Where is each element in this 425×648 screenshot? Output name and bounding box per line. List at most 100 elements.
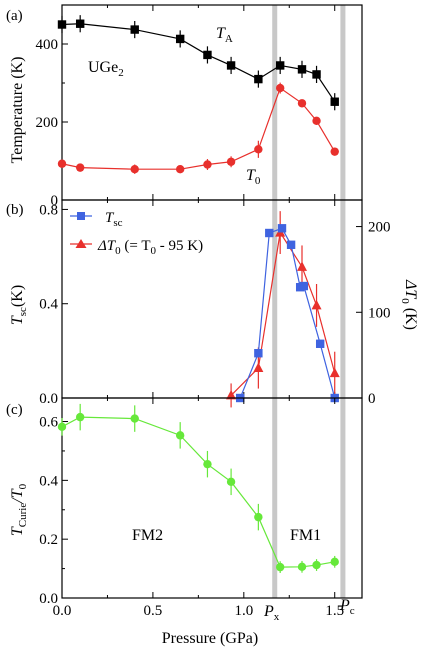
panel-b-label: (b) bbox=[6, 202, 24, 218]
px-symbol: P bbox=[263, 603, 274, 620]
y-tick-label: 0 bbox=[51, 193, 59, 209]
ta-series-point bbox=[226, 61, 236, 70]
pc-symbol: P bbox=[339, 597, 350, 614]
dt0-axis-symbol: ΔT bbox=[402, 279, 419, 299]
y-tick-label-right: 0 bbox=[368, 391, 376, 407]
legend-dt0-tail: - 95 K) bbox=[156, 238, 203, 254]
legend-tsc-label: Tsc bbox=[105, 210, 123, 229]
ta-subscript: A bbox=[225, 33, 233, 45]
panel-c-frame bbox=[61, 397, 363, 599]
y-tick-label: 0.4 bbox=[39, 473, 58, 489]
legend-dt0-subscript: 0 bbox=[115, 245, 121, 257]
tcurie-ratio-series-point bbox=[203, 459, 212, 469]
tcurie-ratio-series-point bbox=[226, 477, 236, 487]
ta-series-point bbox=[297, 65, 307, 74]
y-tick-label: 0.0 bbox=[39, 391, 58, 407]
panel-a-ticks: 0 200 400 bbox=[36, 5, 336, 209]
panel-c-ylabel: TCurie/T0 bbox=[9, 483, 29, 536]
y-tick-label: 0.0 bbox=[39, 591, 58, 607]
ta-series-point bbox=[130, 25, 139, 34]
tsc-axis-subscript: sc bbox=[17, 307, 29, 316]
t0-symbol: T bbox=[246, 167, 256, 184]
tcurie-t0-subscript: 0 bbox=[17, 483, 29, 489]
tcurie-ratio-series-point bbox=[254, 512, 263, 522]
tcurie-ratio-series-point bbox=[57, 422, 67, 432]
fm2-label: FM2 bbox=[132, 527, 163, 544]
y-tick-label: 0.2 bbox=[39, 532, 58, 548]
y-tick-label: 0.4 bbox=[39, 297, 58, 313]
t0-series-point bbox=[75, 163, 85, 172]
t0-series-line bbox=[61, 87, 336, 170]
tsc-series-point bbox=[315, 339, 325, 348]
tsc-series-point bbox=[265, 228, 274, 238]
tsc-series-point bbox=[286, 240, 296, 249]
ta-series-point bbox=[57, 20, 67, 29]
dt0-series-point bbox=[329, 367, 340, 378]
tcurie-ratio-series-point bbox=[312, 560, 321, 570]
x-axis-title: Pressure (GPa) bbox=[162, 630, 258, 647]
t0-series-point bbox=[297, 99, 307, 108]
legend-tsc-subscript: sc bbox=[113, 217, 122, 229]
ta-label: TA bbox=[216, 25, 233, 45]
ta-symbol: T bbox=[216, 25, 226, 42]
x-tick-label: 0.0 bbox=[53, 603, 72, 619]
tcurie-ratio-series-point bbox=[297, 562, 307, 572]
y-tick-label: 200 bbox=[36, 115, 59, 131]
pc-label: Pc bbox=[339, 597, 355, 617]
legend-dt0-eq: (= T bbox=[121, 238, 151, 254]
legend: Tsc ΔT0 (= T0 - 95 K) bbox=[70, 210, 203, 257]
t0-series-point bbox=[57, 159, 67, 168]
fm1-label: FM1 bbox=[290, 527, 321, 544]
ta-series-point bbox=[75, 19, 85, 28]
x-tick-label: 1.5 bbox=[325, 603, 344, 619]
y-tick-label-right: 100 bbox=[368, 305, 391, 321]
panel-c: 0.0 0.5 1.0 1.5 0.0 0.2 0.4 0.6 (c) TCurie/T0 P… bbox=[6, 397, 363, 647]
t0-series-point bbox=[254, 145, 263, 154]
panel-a-data bbox=[57, 15, 339, 174]
dt0-series-line bbox=[230, 230, 336, 396]
ta-series-point bbox=[203, 50, 212, 60]
panel-a-frame bbox=[61, 4, 363, 201]
material-subscript: 2 bbox=[118, 67, 124, 79]
t0-series-point bbox=[203, 160, 212, 169]
tsc-axis-symbol: T bbox=[9, 315, 26, 325]
ta-series-point bbox=[312, 70, 321, 79]
t0-label: T0 bbox=[246, 167, 261, 187]
legend-dt0-symbol: ΔT bbox=[97, 238, 117, 254]
tsc-series-point bbox=[277, 224, 287, 233]
t0-subscript: 0 bbox=[255, 175, 261, 187]
tcurie-ratio-series-line bbox=[61, 416, 335, 568]
tcurie-ratio-series-point bbox=[75, 412, 85, 422]
panel-c-data bbox=[57, 403, 339, 573]
tcurie-ratio-series-point bbox=[275, 562, 285, 572]
panel-c-ticks: 0.0 0.5 1.0 1.5 0.0 0.2 0.4 0.6 bbox=[39, 398, 344, 619]
x-tick-label: 0.5 bbox=[144, 603, 163, 619]
tsc-axis-unit: (K) bbox=[9, 285, 26, 307]
ta-series-point bbox=[275, 61, 285, 70]
tcurie-symbol: T bbox=[9, 526, 26, 536]
pc-subscript: c bbox=[350, 605, 355, 617]
t0-series-point bbox=[130, 164, 139, 174]
px-subscript: x bbox=[274, 611, 280, 623]
y-tick-label: 400 bbox=[36, 37, 59, 53]
tcurie-ratio-series-point bbox=[130, 414, 139, 423]
panel-b-ticks: 0.0 0.4 0.8 0 100 200 bbox=[39, 200, 391, 407]
y-tick-label: 0.6 bbox=[39, 415, 58, 431]
dt0-axis-subscript: 0 bbox=[399, 298, 411, 304]
panel-a-label: (a) bbox=[6, 8, 23, 24]
panel-b-data bbox=[226, 211, 340, 408]
tcurie-slash: /T bbox=[9, 488, 26, 503]
t0-series-point bbox=[312, 116, 321, 126]
dt0-series-point bbox=[226, 389, 237, 400]
tsc-series-point bbox=[299, 281, 309, 291]
dt0-series-point bbox=[253, 362, 264, 372]
panel-a-ylabel: Temperature (K) bbox=[9, 57, 26, 164]
legend-dt0-label: ΔT0 (= T0 - 95 K) bbox=[97, 238, 203, 257]
tcurie-subscript: Curie bbox=[17, 503, 29, 528]
dt0-series-point bbox=[297, 261, 307, 271]
y-tick-label-right: 200 bbox=[368, 220, 391, 236]
t0-series-point bbox=[175, 164, 185, 174]
dt0-axis-unit: (K) bbox=[402, 304, 419, 330]
